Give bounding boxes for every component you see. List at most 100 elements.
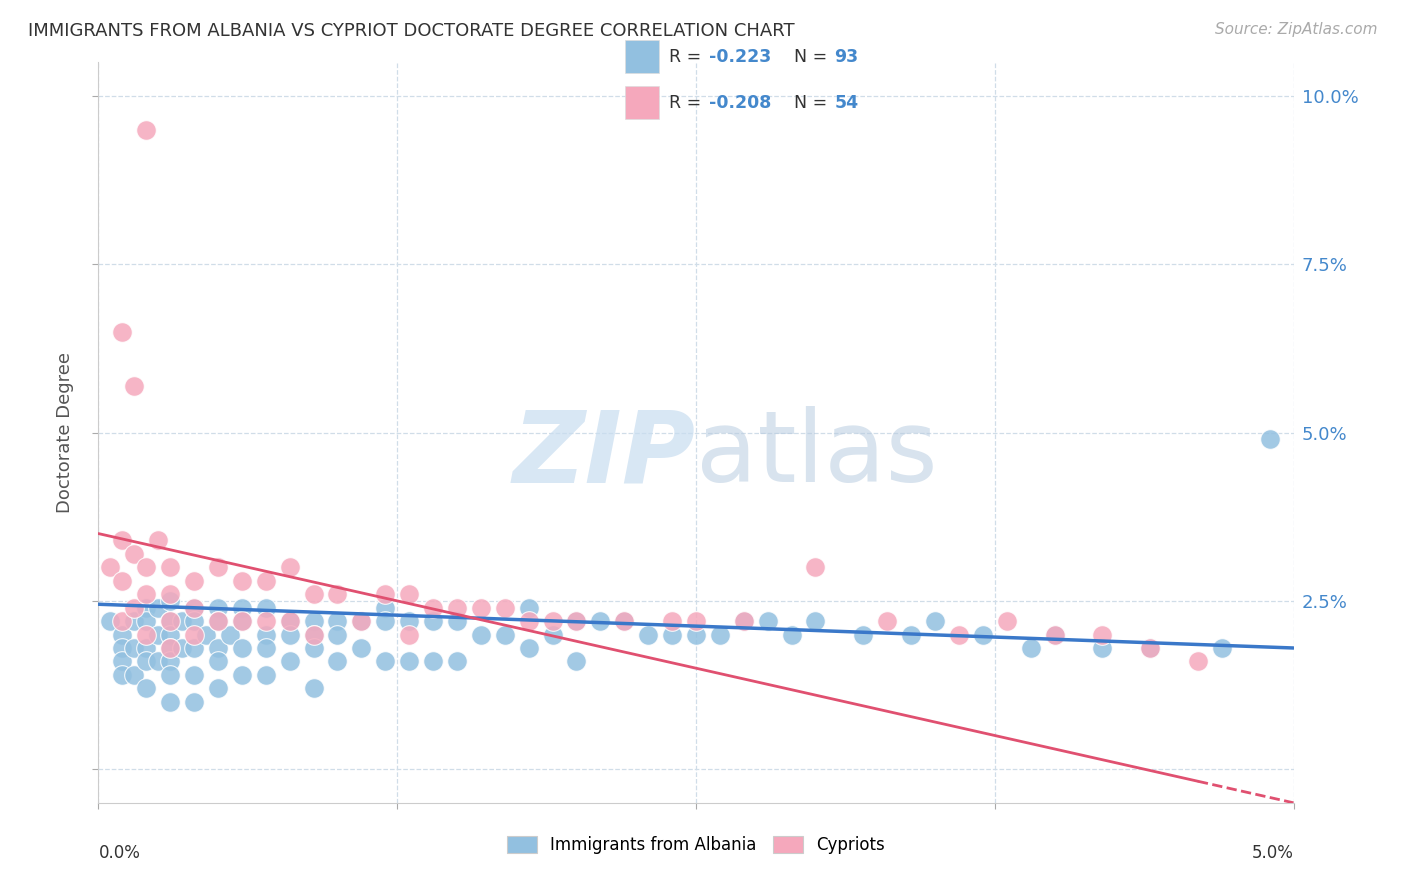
Text: -0.223: -0.223 <box>710 47 772 65</box>
Point <box>124 614 146 628</box>
Point <box>302 614 325 628</box>
Point <box>924 614 946 628</box>
Point <box>326 627 349 641</box>
Point <box>111 533 134 548</box>
Point <box>148 600 170 615</box>
Point <box>159 614 181 628</box>
Point <box>231 600 253 615</box>
Point <box>159 627 181 641</box>
Point <box>972 627 994 641</box>
Point <box>124 640 146 655</box>
Point <box>374 587 396 601</box>
Point <box>159 695 181 709</box>
Point <box>135 627 157 641</box>
Point <box>111 655 134 669</box>
Text: ZIP: ZIP <box>513 407 696 503</box>
Point <box>852 627 875 641</box>
Point <box>159 614 181 628</box>
Point <box>398 587 420 601</box>
Legend: Immigrants from Albania, Cypriots: Immigrants from Albania, Cypriots <box>501 830 891 861</box>
Point <box>207 681 229 696</box>
Point <box>183 640 205 655</box>
Point <box>780 627 803 641</box>
Point <box>565 614 588 628</box>
Point <box>111 640 134 655</box>
Point <box>302 587 325 601</box>
Point <box>756 614 779 628</box>
Point <box>135 587 157 601</box>
Point <box>374 600 396 615</box>
Point <box>231 668 253 682</box>
Point <box>565 614 588 628</box>
Text: R =: R = <box>669 94 707 112</box>
Point <box>207 640 229 655</box>
Point <box>207 600 229 615</box>
Point <box>374 655 396 669</box>
Point <box>517 614 540 628</box>
Point <box>374 614 396 628</box>
Point <box>183 600 205 615</box>
Text: atlas: atlas <box>696 407 938 503</box>
Point <box>207 560 229 574</box>
Point <box>1043 627 1066 641</box>
Point <box>159 655 181 669</box>
Point <box>900 627 922 641</box>
Point <box>254 600 277 615</box>
Point <box>733 614 755 628</box>
Point <box>1258 433 1281 447</box>
Text: Source: ZipAtlas.com: Source: ZipAtlas.com <box>1215 22 1378 37</box>
Point <box>254 668 277 682</box>
Point <box>135 655 157 669</box>
Point <box>135 122 157 136</box>
Text: N =: N = <box>794 94 832 112</box>
Point <box>541 627 564 641</box>
Point <box>159 640 181 655</box>
Point <box>350 614 373 628</box>
Point <box>995 614 1018 628</box>
Point <box>470 627 492 641</box>
Point <box>111 574 134 588</box>
Point <box>446 600 468 615</box>
Point <box>661 627 683 641</box>
Point <box>159 668 181 682</box>
Text: 0.0%: 0.0% <box>98 844 141 862</box>
Point <box>135 614 157 628</box>
Point <box>661 614 683 628</box>
Point <box>254 614 277 628</box>
Point <box>326 614 349 628</box>
Point <box>876 614 898 628</box>
Point <box>565 655 588 669</box>
Point <box>685 627 707 641</box>
Text: N =: N = <box>794 47 832 65</box>
Point <box>398 614 420 628</box>
Point <box>231 574 253 588</box>
Point <box>231 640 253 655</box>
Point <box>398 655 420 669</box>
Point <box>111 614 134 628</box>
Point <box>124 378 146 392</box>
Point <box>124 547 146 561</box>
Point <box>219 627 242 641</box>
Point <box>183 614 205 628</box>
Point <box>326 587 349 601</box>
Point <box>148 655 170 669</box>
Point <box>254 627 277 641</box>
Point <box>494 627 516 641</box>
Point <box>948 627 970 641</box>
Point <box>517 600 540 615</box>
Point <box>446 655 468 669</box>
Point <box>422 655 444 669</box>
Point <box>183 600 205 615</box>
Point <box>254 640 277 655</box>
Point <box>278 614 301 628</box>
Point <box>135 600 157 615</box>
Point <box>231 614 253 628</box>
Point <box>1211 640 1233 655</box>
Point <box>159 640 181 655</box>
Point <box>207 614 229 628</box>
FancyBboxPatch shape <box>626 40 659 73</box>
Point <box>302 627 325 641</box>
Point <box>350 640 373 655</box>
Text: -0.208: -0.208 <box>710 94 772 112</box>
Text: 93: 93 <box>834 47 859 65</box>
